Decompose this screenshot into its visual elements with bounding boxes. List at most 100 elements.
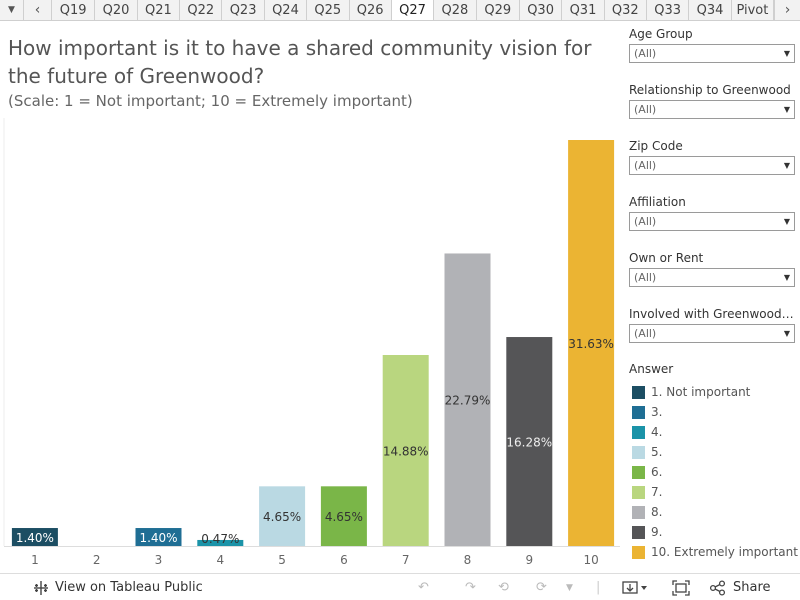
filter-label: Affiliation [629, 195, 686, 209]
legend-label: 4. [651, 425, 663, 439]
filter-affiliation: Affiliation (All) ▼ [629, 195, 795, 231]
refresh-dropdown-icon[interactable]: ▼ [566, 582, 573, 593]
legend-swatch [632, 425, 645, 439]
chevron-down-icon: ▼ [783, 105, 790, 114]
chevron-down-icon: ▼ [783, 329, 790, 338]
legend-item[interactable]: 10. Extremely important [629, 542, 799, 562]
tab-q33[interactable]: Q33 [647, 0, 690, 20]
x-tick-2: 2 [93, 553, 101, 567]
data-label-8: 22.79% [445, 394, 491, 408]
legend-item[interactable]: 5. [629, 442, 799, 462]
tab-q34[interactable]: Q34 [689, 0, 732, 20]
bar-1 [11, 528, 58, 546]
tab-q24[interactable]: Q24 [265, 0, 308, 20]
tab-q25[interactable]: Q25 [307, 0, 350, 20]
tab-q26[interactable]: Q26 [350, 0, 392, 20]
data-label-4: 0.47% [201, 532, 239, 546]
tab-q29[interactable]: Q29 [477, 0, 520, 20]
legend-swatch [632, 525, 645, 539]
refresh-icon[interactable]: ⟳ [536, 580, 547, 595]
filter-label: Own or Rent [629, 251, 704, 265]
x-tick-7: 7 [402, 553, 410, 567]
filter-dropdown[interactable]: (All) ▼ [629, 268, 795, 287]
filter-dropdown[interactable]: (All) ▼ [629, 324, 795, 343]
bar-6 [320, 486, 367, 546]
tab-q30[interactable]: Q30 [520, 0, 563, 20]
tableau-icon [34, 580, 48, 595]
filter-dropdown[interactable]: (All) ▼ [629, 44, 795, 63]
tab-q28[interactable]: Q28 [434, 0, 477, 20]
tab-q32[interactable]: Q32 [605, 0, 647, 20]
tab-q31[interactable]: Q31 [562, 0, 605, 20]
view-on-tableau-button[interactable]: View on Tableau Public [33, 574, 203, 600]
chart-title: How important is it to have a shared com… [8, 36, 592, 88]
tab-q23[interactable]: Q23 [222, 0, 265, 20]
legend-swatch [632, 385, 645, 399]
bar-4 [197, 539, 244, 546]
x-tick-6: 6 [340, 553, 348, 567]
legend-swatch [632, 465, 645, 479]
share-icon [709, 579, 726, 596]
tab-q21[interactable]: Q21 [138, 0, 181, 20]
legend-label: 9. [651, 525, 663, 539]
filter-dropdown[interactable]: (All) ▼ [629, 100, 795, 119]
tab-menu-icon[interactable]: ▼ [0, 0, 24, 20]
download-icon[interactable] [622, 574, 648, 600]
chart-subtitle: (Scale: 1 = Not important; 10 = Extremel… [8, 92, 413, 110]
bar-8 [444, 253, 491, 547]
x-tick-4: 4 [216, 553, 224, 567]
tab-q19[interactable]: Q19 [52, 0, 96, 20]
tab-pivot[interactable]: Pivot [732, 0, 774, 20]
x-tick-5: 5 [278, 553, 286, 567]
bar-10 [568, 140, 615, 546]
tab-prev-icon[interactable]: ‹ [24, 0, 52, 20]
x-tick-10: 10 [583, 553, 598, 567]
tab-q27[interactable]: Q27 [391, 0, 435, 20]
legend-label: 6. [651, 465, 663, 479]
data-label-1: 1.40% [16, 531, 54, 545]
legend-label: 7. [651, 485, 663, 499]
filter-value: (All) [634, 327, 657, 340]
tab-q20[interactable]: Q20 [95, 0, 138, 20]
legend-item[interactable]: 3. [629, 402, 799, 422]
chevron-down-icon: ▼ [783, 49, 790, 58]
data-label-7: 14.88% [383, 445, 429, 459]
fullscreen-icon[interactable] [672, 574, 690, 600]
legend-label: 1. Not important [651, 385, 751, 399]
filter-value: (All) [634, 215, 657, 228]
filter-dropdown[interactable]: (All) ▼ [629, 212, 795, 231]
filter-label: Relationship to Greenwood [629, 83, 791, 97]
data-label-3: 1.40% [139, 531, 177, 545]
legend-item[interactable]: 1. Not important [629, 382, 799, 402]
sheet-tab-bar: ▼ ‹ Q19 Q20 Q21 Q22 Q23 Q24 Q25 Q26 Q27 Q28 Q29 Q30… [0, 0, 800, 21]
share-label: Share [733, 580, 771, 595]
chevron-down-icon: ▼ [783, 217, 790, 226]
revert-icon[interactable]: ⟲ [498, 580, 509, 595]
filter-label: Involved with Greenwood 2... [629, 307, 795, 321]
chevron-down-icon: ▼ [783, 273, 790, 282]
bar-9 [506, 337, 553, 546]
toolbar-divider: | [596, 580, 601, 595]
legend-item[interactable]: 4. [629, 422, 799, 442]
redo-icon[interactable]: ↷ [465, 580, 476, 595]
share-button[interactable]: Share [709, 574, 771, 600]
legend-label: 3. [651, 405, 663, 419]
view-on-tableau-label: View on Tableau Public [55, 580, 203, 595]
legend-item[interactable]: 8. [629, 502, 799, 522]
legend-item[interactable]: 9. [629, 522, 799, 542]
filter-label: Zip Code [629, 139, 683, 153]
chevron-down-icon: ▼ [783, 161, 790, 170]
legend-item[interactable]: 7. [629, 482, 799, 502]
legend-item[interactable]: 6. [629, 462, 799, 482]
filter-value: (All) [634, 47, 657, 60]
tab-q22[interactable]: Q22 [180, 0, 223, 20]
filter-own-or-rent: Own or Rent (All) ▼ [629, 251, 795, 287]
tab-next-icon[interactable]: › [774, 0, 800, 20]
filter-value: (All) [634, 103, 657, 116]
legend-title: Answer [629, 362, 674, 376]
x-tick-9: 9 [525, 553, 533, 567]
undo-icon[interactable]: ↶ [418, 580, 429, 595]
filter-dropdown[interactable]: (All) ▼ [629, 156, 795, 175]
data-label-9: 16.28% [506, 436, 552, 450]
filter-value: (All) [634, 271, 657, 284]
